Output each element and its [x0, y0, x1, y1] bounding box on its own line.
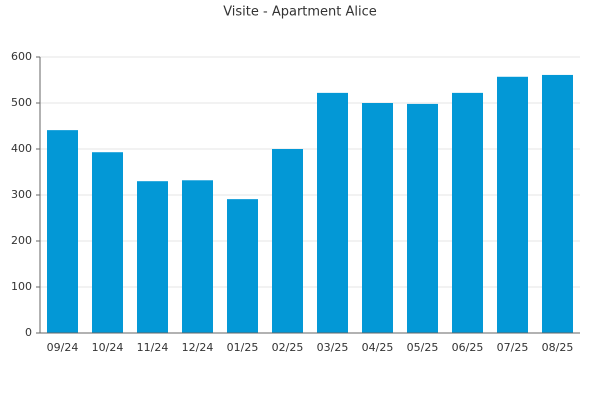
y-tick-label: 600: [11, 50, 32, 63]
y-tick-label: 100: [11, 280, 32, 293]
x-tick-label: 02/25: [272, 341, 304, 354]
chart-title: Visite - Apartment Alice: [223, 5, 377, 20]
bar: [407, 103, 438, 333]
x-tick-label: 03/25: [317, 341, 349, 354]
bar: [182, 180, 213, 333]
bar: [452, 92, 483, 333]
x-tick-label: 12/24: [182, 341, 214, 354]
x-tick-label: 06/25: [452, 341, 484, 354]
x-tick-label: 05/25: [407, 341, 439, 354]
x-tick-label: 08/25: [542, 341, 574, 354]
x-tick-label: 01/25: [227, 341, 259, 354]
bar: [317, 92, 348, 333]
y-tick-label: 300: [11, 188, 32, 201]
bar: [542, 74, 573, 333]
bar: [272, 149, 303, 333]
y-tick-label: 400: [11, 142, 32, 155]
bar: [92, 152, 123, 333]
bar: [47, 130, 78, 333]
bar: [497, 76, 528, 333]
bar: [137, 181, 168, 333]
y-tick-label: 0: [25, 326, 32, 339]
x-tick-label: 10/24: [92, 341, 124, 354]
y-tick-label: 500: [11, 96, 32, 109]
x-tick-label: 07/25: [497, 341, 529, 354]
bar: [227, 199, 258, 333]
y-tick-label: 200: [11, 234, 32, 247]
x-tick-label: 09/24: [47, 341, 79, 354]
x-tick-label: 11/24: [137, 341, 169, 354]
x-tick-label: 04/25: [362, 341, 394, 354]
bar: [362, 103, 393, 333]
